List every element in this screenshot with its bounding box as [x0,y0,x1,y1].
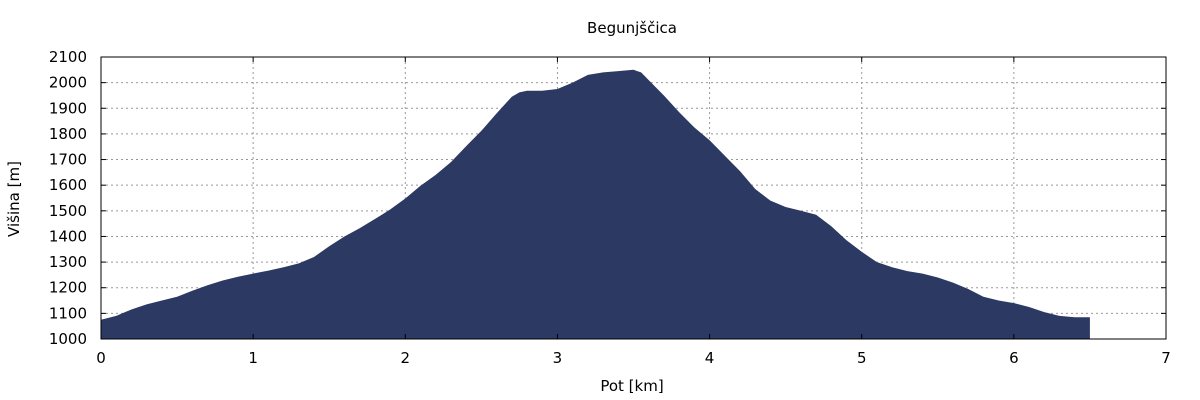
x-tick-label: 1 [248,349,258,367]
x-tick-label: 6 [1009,349,1019,367]
x-tick-label: 4 [705,349,715,367]
x-axis-label: Pot [km] [600,377,663,395]
y-tick-label: 1200 [49,279,87,297]
x-tick-label: 0 [96,349,106,367]
chart-title: Begunjščica [587,19,677,37]
x-axis: 0 1 2 3 4 5 6 7 [96,57,1171,367]
y-axis: 1000 1100 1200 1300 1400 1500 1600 1700 1800 1900… [49,48,1166,348]
y-tick-label: 1700 [49,151,87,169]
y-tick-label: 1900 [49,99,87,117]
y-tick-label: 2100 [49,48,87,66]
y-tick-label: 1000 [49,330,87,348]
x-tick-label: 3 [553,349,563,367]
x-tick-label: 7 [1161,349,1171,367]
y-tick-label: 1100 [49,304,87,322]
elevation-area [101,69,1090,340]
y-tick-label: 1400 [49,227,87,245]
y-tick-label: 1500 [49,202,87,220]
y-tick-label: 1300 [49,253,87,271]
x-tick-label: 5 [857,349,867,367]
y-axis-label: Višina [m] [5,161,23,237]
y-tick-label: 1600 [49,176,87,194]
y-tick-label: 2000 [49,74,87,92]
y-tick-label: 1800 [49,125,87,143]
plot-frame [100,56,1167,340]
x-tick-label: 2 [401,349,411,367]
